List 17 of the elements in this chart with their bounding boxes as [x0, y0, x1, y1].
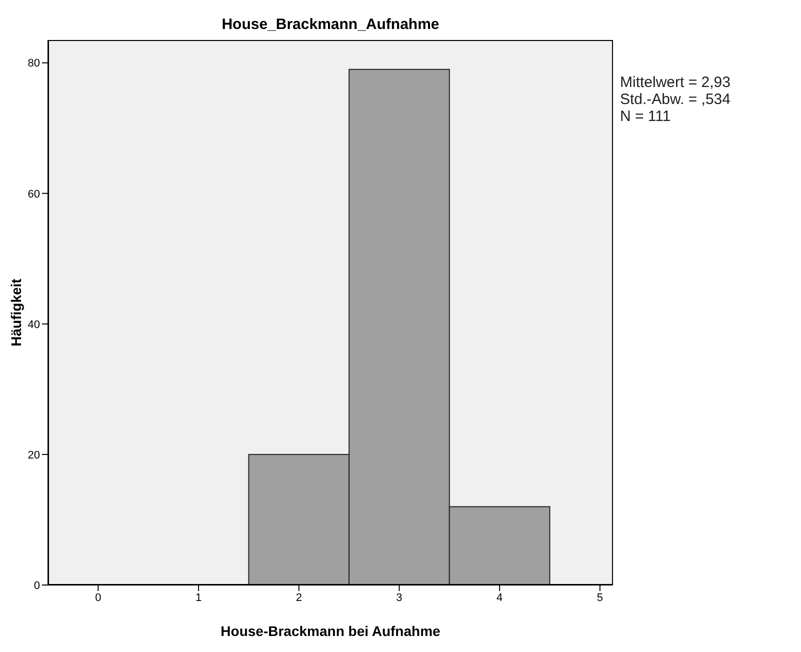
chart-title: House_Brackmann_Aufnahme: [220, 16, 440, 33]
x-axis-title: House-Brackmann bei Aufnahme: [220, 623, 441, 639]
x-tick-label: 1: [195, 592, 202, 604]
x-tick-label: 3: [396, 592, 402, 604]
y-tick-label: 20: [28, 449, 40, 462]
x-tick-label: 4: [496, 592, 503, 604]
y-tick-label: 40: [28, 318, 40, 331]
y-tick-label: 80: [28, 58, 40, 70]
text: Mittelwert = 2,93: [620, 74, 730, 91]
x-tick-label: 0: [95, 592, 102, 604]
text: Std.-Abw. = ,534: [620, 91, 730, 108]
x-tick-label: 5: [596, 592, 604, 604]
text: N = 111: [620, 108, 672, 125]
x-tick-label: 2: [296, 592, 302, 604]
y-tick-label: 60: [28, 188, 40, 200]
y-tick-label: 0: [34, 580, 40, 592]
y-axis-title: Häufigkeit: [8, 278, 24, 346]
